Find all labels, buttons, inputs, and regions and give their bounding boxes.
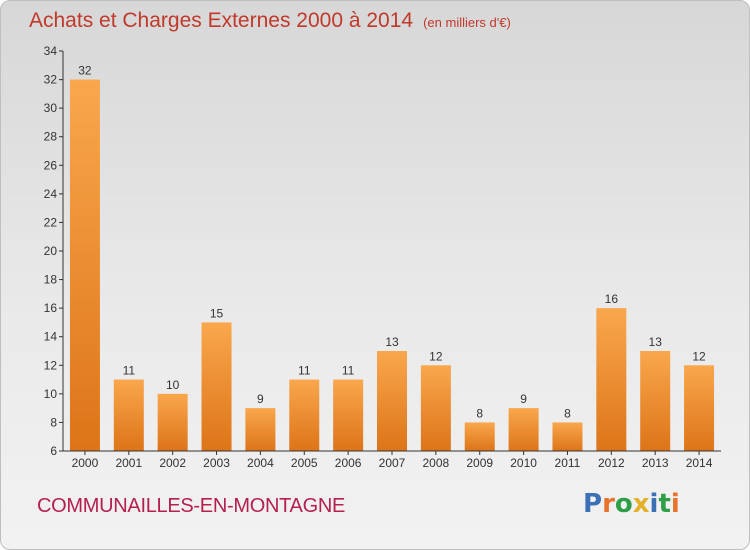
x-tick-label-2006: 2006 (335, 456, 362, 470)
bar-2007 (377, 351, 407, 451)
x-tick-label-2007: 2007 (379, 456, 406, 470)
bar-2009 (464, 422, 495, 451)
y-tick-label-6: 6 (50, 444, 57, 458)
bar-2003 (201, 322, 232, 451)
x-tick-label-2004: 2004 (247, 456, 274, 470)
y-tick-label-14: 14 (44, 330, 58, 344)
y-tick-label-10: 10 (44, 387, 58, 401)
chart-title-block: Achats et Charges Externes 2000 à 2014 (e… (29, 9, 511, 33)
data-label-2004: 9 (257, 392, 264, 406)
axes-group: 2000 2001 2002 2003 2004 2005 2006 2007 2008 2009… (44, 44, 721, 470)
y-tick-label-12: 12 (44, 358, 58, 372)
bar-2001 (113, 379, 144, 451)
x-tick-label-2012: 2012 (598, 456, 625, 470)
data-label-2009: 8 (476, 406, 483, 420)
data-label-2000: 32 (78, 64, 92, 78)
logo-letter: t (658, 489, 671, 519)
y-tick-label-16: 16 (44, 301, 58, 315)
y-tick-label-32: 32 (44, 73, 58, 87)
bar-2005 (289, 379, 320, 451)
x-tick-label-2000: 2000 (72, 456, 99, 470)
y-tick-label-26: 26 (44, 158, 58, 172)
bar-2010 (508, 408, 539, 451)
logo-letter: r (602, 489, 615, 519)
bar-2012 (596, 308, 627, 451)
x-tick-label-2014: 2014 (686, 456, 713, 470)
data-label-2002: 10 (166, 378, 180, 392)
logo-letter: i (670, 489, 680, 519)
bar-2006 (333, 379, 364, 451)
unit-note: (en milliers d'€) (423, 15, 511, 30)
x-tick-label-2008: 2008 (423, 456, 450, 470)
commune-name: COMMUNAILLES-EN-MONTAGNE (37, 495, 346, 517)
bar-2000 (69, 79, 100, 452)
data-label-2001: 11 (123, 364, 136, 378)
y-tick-label-24: 24 (44, 187, 58, 201)
x-tick-label-2009: 2009 (466, 456, 493, 470)
x-tick-label-2003: 2003 (203, 456, 230, 470)
x-tick-label-2011: 2011 (555, 456, 581, 470)
chart-title: Achats et Charges Externes 2000 à 2014 (29, 9, 414, 32)
bar-2008 (420, 365, 451, 451)
data-label-2013: 13 (649, 335, 663, 349)
logo-letter: P (583, 489, 603, 519)
bar-2014 (684, 365, 715, 451)
bar-2002 (157, 393, 188, 451)
data-label-2011: 8 (564, 406, 571, 420)
y-tick-label-22: 22 (44, 215, 58, 229)
y-tick-label-18: 18 (44, 273, 58, 287)
bar-2004 (245, 408, 276, 451)
x-tick-label-2002: 2002 (159, 456, 186, 470)
data-label-2003: 15 (210, 306, 224, 320)
data-label-2008: 12 (429, 349, 443, 363)
logo-letter: x (632, 489, 650, 519)
data-label-2010: 9 (520, 392, 527, 406)
data-label-2005: 11 (298, 364, 311, 378)
y-tick-label-28: 28 (44, 130, 58, 144)
y-tick-label-30: 30 (44, 101, 58, 115)
data-label-2006: 11 (342, 364, 355, 378)
bar-2011 (552, 422, 583, 451)
logo-letter: o (614, 489, 633, 519)
y-tick-label-34: 34 (44, 44, 58, 58)
logo-letter: i (649, 489, 659, 519)
proxiti-logo: Proxiti (583, 489, 680, 519)
bars-group: 32 11 10 15 9 11 11 13 12 8 9 8 16 13 12 (69, 64, 715, 452)
y-tick-label-8: 8 (50, 415, 57, 429)
y-tick-label-20: 20 (44, 244, 58, 258)
x-tick-label-2005: 2005 (291, 456, 318, 470)
data-label-2012: 16 (605, 292, 619, 306)
data-label-2007: 13 (385, 335, 399, 349)
x-tick-label-2010: 2010 (510, 456, 537, 470)
data-label-2014: 12 (692, 349, 706, 363)
x-tick-label-2013: 2013 (642, 456, 669, 470)
bar-2013 (640, 351, 671, 451)
x-tick-label-2001: 2001 (115, 456, 142, 470)
